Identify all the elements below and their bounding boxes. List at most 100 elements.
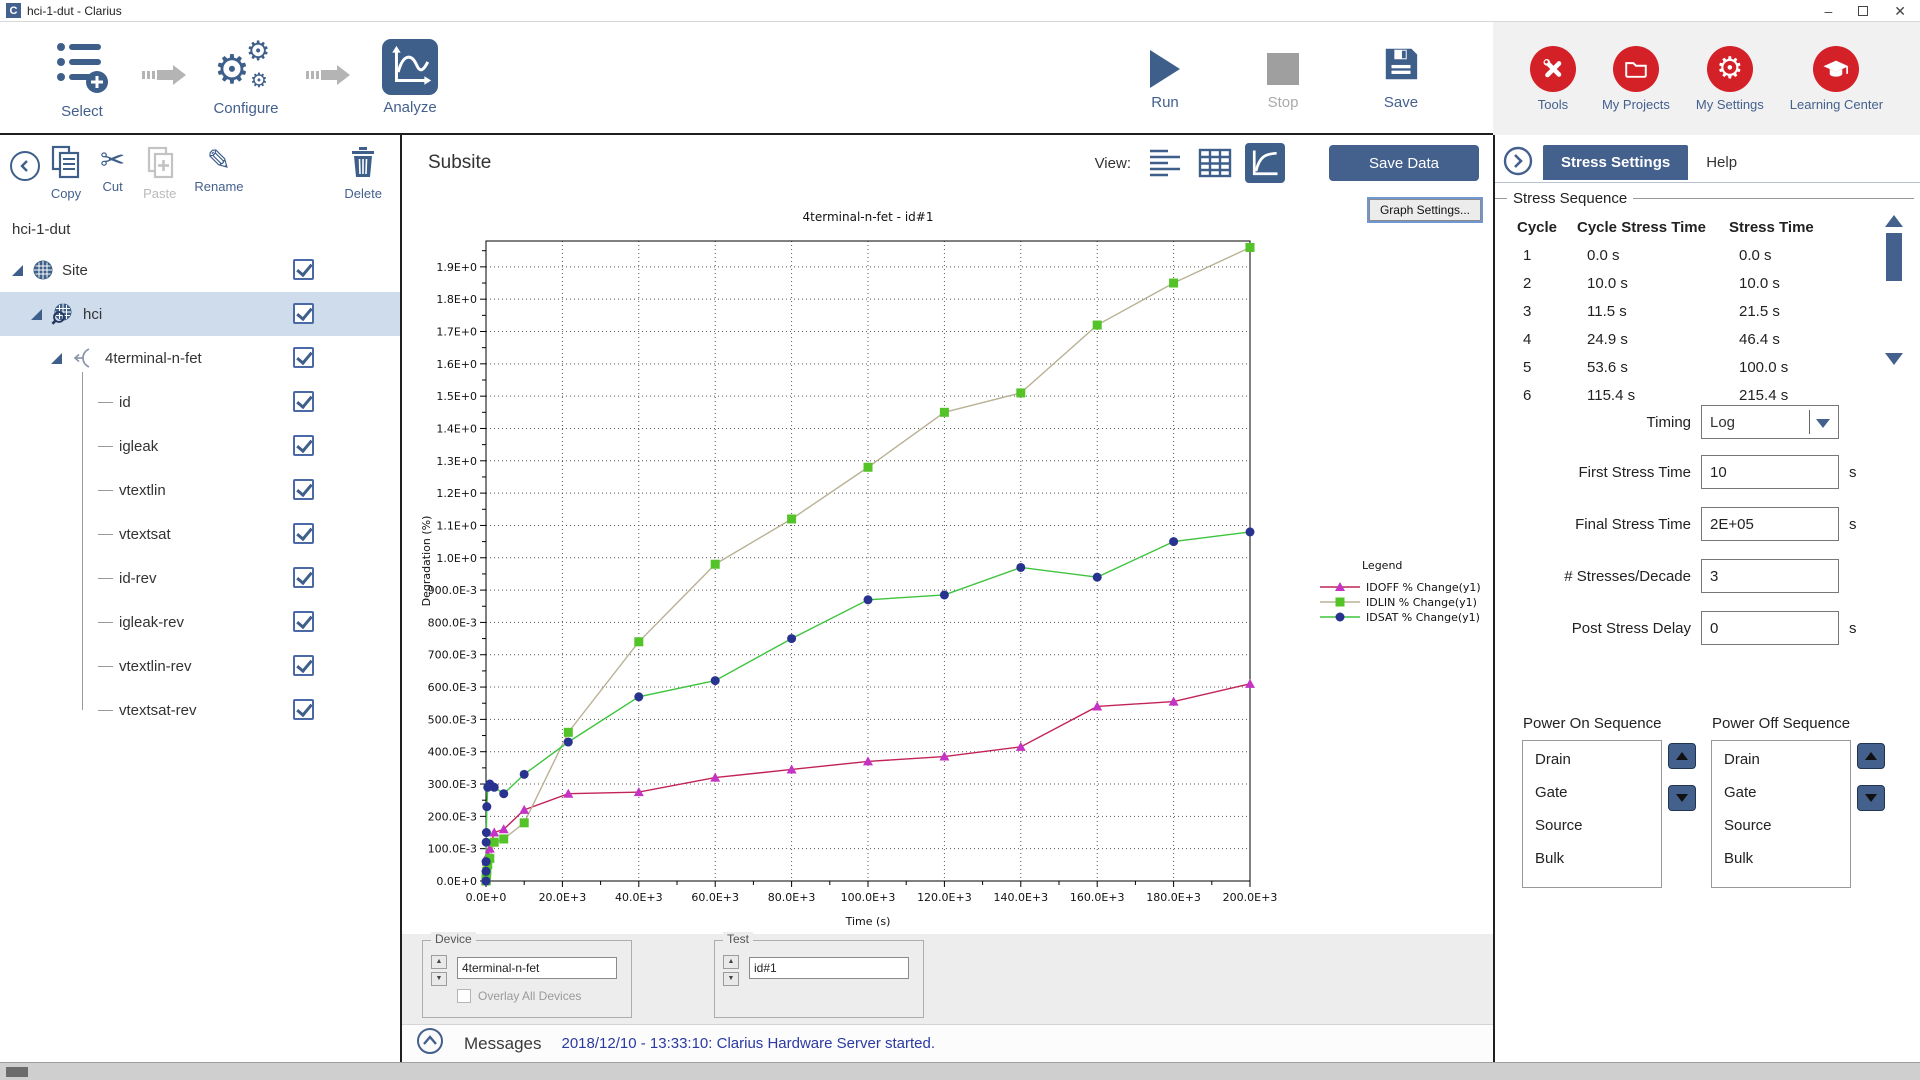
os-taskbar[interactable] [0,1062,1920,1080]
expand-triangle-icon[interactable] [10,263,24,277]
expand-panel-button[interactable] [1503,146,1533,180]
table-row[interactable]: 2 10.0 s 10.0 s [1523,274,1780,292]
expand-triangle-icon[interactable] [49,351,63,365]
tools-button[interactable]: Tools [1529,45,1576,112]
chart-area: Graph Settings... 0.0E+0 20.0E+3 40.0E+3 60… [402,191,1493,934]
test-input[interactable] [749,957,909,979]
copy-button[interactable]: Copy [50,145,82,201]
tree-item-vtextsat-rev[interactable]: vtextsat-rev [0,688,400,732]
power-on-move-up-button[interactable] [1668,743,1696,769]
tree-item-igleak[interactable]: igleak [0,424,400,468]
messages-collapse-button[interactable] [416,1027,444,1060]
my-projects-button[interactable]: My Projects [1602,45,1670,112]
table-row[interactable]: 1 0.0 s 0.0 s [1523,246,1772,264]
run-button[interactable]: Run [1133,49,1197,111]
power-off-move-down-button[interactable] [1857,785,1885,811]
analyze-step[interactable]: Analyze [364,39,456,116]
power-on-sequence-list[interactable]: Drain Gate Source Bulk [1522,740,1662,888]
list-item[interactable]: Bulk [1724,850,1754,867]
minimize-button[interactable]: – [1824,2,1833,19]
table-view-button[interactable] [1195,143,1235,183]
post-stress-delay-input[interactable] [1701,611,1839,645]
copy-icon [50,145,82,184]
table-row[interactable]: 6 115.4 s 215.4 s [1523,386,1789,404]
device-spin-up-button[interactable]: ▲ [431,955,447,969]
tab-help[interactable]: Help [1706,154,1738,171]
svg-text:Time (s): Time (s) [845,915,891,928]
tree-item-checkbox[interactable] [293,567,314,588]
svg-text:120.0E+3: 120.0E+3 [917,891,972,904]
svg-text:1.8E+0: 1.8E+0 [436,293,477,306]
tree-item-checkbox[interactable] [293,699,314,720]
cut-button[interactable]: ✂ Cut [100,144,126,195]
tree-item-checkbox[interactable] [293,655,314,676]
list-item[interactable]: Gate [1535,784,1568,801]
select-step[interactable]: Select [36,36,128,120]
close-button[interactable]: ✕ [1894,2,1906,19]
tree-item-checkbox[interactable] [293,303,314,324]
scrollbar-thumb[interactable] [1886,233,1902,281]
table-row[interactable]: 4 24.9 s 46.4 s [1523,330,1780,348]
tree-item-checkbox[interactable] [293,479,314,500]
final-stress-time-input[interactable] [1701,507,1839,541]
overlay-all-devices-checkbox[interactable] [457,989,471,1003]
stresses-per-decade-input[interactable] [1701,559,1839,593]
tree-item-Site[interactable]: Site [0,248,400,292]
panel-tabbar: Stress Settings Help [1495,143,1920,183]
my-settings-button[interactable]: ⚙ My Settings [1696,45,1764,112]
save-button[interactable]: Save [1369,45,1433,111]
table-row[interactable]: 5 53.6 s 100.0 s [1523,358,1789,376]
tree-item-label: id [119,393,131,411]
list-item[interactable]: Gate [1724,784,1757,801]
final-stress-time-row: Final Stress Time s [1495,507,1857,541]
tree-item-id[interactable]: id [0,380,400,424]
learning-center-button[interactable]: Learning Center [1790,45,1883,112]
tree-item-hci[interactable]: hci [0,292,400,336]
tree-item-id-rev[interactable]: id-rev [0,556,400,600]
table-row[interactable]: 3 11.5 s 21.5 s [1523,302,1780,320]
taskbar-item[interactable] [6,1066,28,1077]
power-on-move-down-button[interactable] [1668,785,1696,811]
tree-item-checkbox[interactable] [293,611,314,632]
timing-dropdown[interactable]: Log [1701,405,1839,439]
tree-item-checkbox[interactable] [293,523,314,544]
tree-item-vtextlin-rev[interactable]: vtextlin-rev [0,644,400,688]
stop-button: Stop [1251,50,1315,111]
device-input[interactable] [457,957,617,979]
tree-item-checkbox[interactable] [293,259,314,280]
tree-item-checkbox[interactable] [293,435,314,456]
list-item[interactable]: Drain [1724,751,1760,768]
save-data-button[interactable]: Save Data [1329,145,1479,181]
tree-item-vtextsat[interactable]: vtextsat [0,512,400,556]
timing-label: Timing [1646,413,1691,431]
rename-button[interactable]: ✎ Rename [194,145,244,194]
tree-item-4terminal-n-fet[interactable]: 4terminal-n-fet [0,336,400,380]
graph-view-button[interactable] [1245,143,1285,183]
device-spin-down-button[interactable]: ▼ [431,972,447,986]
list-item[interactable]: Drain [1535,751,1571,768]
tree-item-igleak-rev[interactable]: igleak-rev [0,600,400,644]
list-item[interactable]: Bulk [1535,850,1565,867]
power-off-move-up-button[interactable] [1857,743,1885,769]
svg-text:0.0E+0: 0.0E+0 [466,891,507,904]
collapse-sidebar-button[interactable] [10,151,40,181]
graph-settings-button[interactable]: Graph Settings... [1366,197,1484,223]
list-item[interactable]: Source [1535,817,1583,834]
tree-item-checkbox[interactable] [293,347,314,368]
tab-stress-settings[interactable]: Stress Settings [1543,145,1689,180]
wafer-search-icon [51,302,75,326]
expand-triangle-icon[interactable] [29,307,43,321]
list-item[interactable]: Source [1724,817,1772,834]
restore-button[interactable] [1858,5,1869,16]
scroll-down-button[interactable] [1885,353,1903,365]
tree-item-checkbox[interactable] [293,391,314,412]
tree-item-vtextlin[interactable]: vtextlin [0,468,400,512]
first-stress-time-input[interactable] [1701,455,1839,489]
delete-button[interactable]: Delete [344,145,382,201]
power-off-sequence-list[interactable]: Drain Gate Source Bulk [1711,740,1851,888]
report-view-button[interactable] [1145,143,1185,183]
test-spin-down-button[interactable]: ▼ [723,972,739,986]
configure-step[interactable]: ⚙ ⚙ ⚙ Configure [200,38,292,118]
scroll-up-button[interactable] [1885,215,1903,227]
test-spin-up-button[interactable]: ▲ [723,955,739,969]
